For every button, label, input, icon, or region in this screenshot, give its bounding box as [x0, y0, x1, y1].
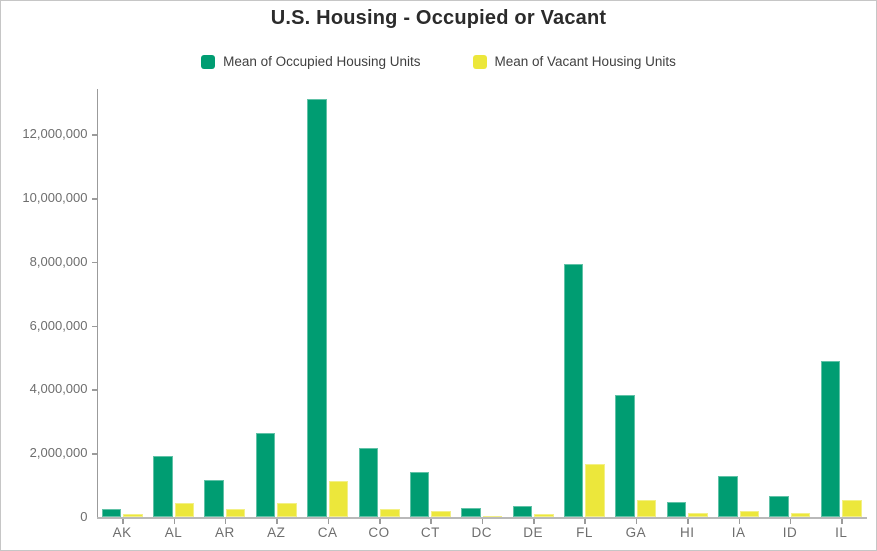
x-axis-label-dc: DC: [471, 525, 492, 540]
legend-swatch-vacant-icon: [472, 54, 487, 69]
bar-occupied-ct[interactable]: [409, 472, 430, 517]
y-axis-line: [96, 89, 98, 519]
bar-occupied-de[interactable]: [512, 505, 533, 517]
bar-vacant-ar[interactable]: [225, 509, 246, 517]
x-axis-label-ar: AR: [215, 525, 235, 540]
y-axis-tick: [91, 261, 97, 264]
bar-vacant-hi[interactable]: [688, 513, 708, 517]
x-axis-label-co: CO: [368, 525, 390, 540]
bar-vacant-de[interactable]: [534, 513, 554, 517]
bar-occupied-dc[interactable]: [461, 507, 481, 517]
x-axis-tick: [533, 519, 535, 524]
bar-vacant-az[interactable]: [277, 503, 297, 517]
bar-occupied-ar[interactable]: [204, 479, 224, 517]
bar-occupied-fl[interactable]: [563, 264, 584, 517]
x-axis-label-ca: CA: [317, 525, 338, 540]
bar-occupied-al[interactable]: [153, 456, 173, 517]
bar-occupied-ca[interactable]: [307, 99, 327, 517]
x-axis-label-de: DE: [523, 525, 543, 540]
legend-label-occupied: Mean of Occupied Housing Units: [223, 54, 421, 69]
legend-item-occupied[interactable]: Mean of Occupied Housing Units: [201, 54, 421, 69]
legend-item-vacant[interactable]: Mean of Vacant Housing Units: [472, 54, 676, 69]
x-axis-label-ak: AK: [112, 525, 132, 540]
y-axis-tick-label: 0: [80, 509, 88, 524]
x-axis-tick: [327, 519, 330, 524]
bar-vacant-ak[interactable]: [123, 514, 143, 517]
bar-vacant-il[interactable]: [842, 500, 862, 517]
y-axis-tick: [91, 198, 97, 200]
x-axis-label-ga: GA: [625, 525, 647, 540]
bar-vacant-ga[interactable]: [636, 500, 657, 517]
y-axis-tick-label: 8,000,000: [29, 253, 88, 269]
bar-vacant-fl[interactable]: [585, 464, 605, 517]
x-axis-tick: [687, 519, 689, 524]
y-axis-tick: [91, 325, 97, 328]
chart-title: U.S. Housing - Occupied or Vacant: [270, 7, 607, 29]
x-axis-label-az: AZ: [267, 525, 286, 540]
bar-vacant-co[interactable]: [380, 509, 400, 517]
x-axis-label-id: ID: [782, 525, 798, 540]
x-axis-label-fl: FL: [576, 525, 593, 540]
legend-label-vacant: Mean of Vacant Housing Units: [494, 54, 676, 69]
y-axis-tick-label: 6,000,000: [29, 317, 88, 333]
y-axis-tick: [91, 134, 97, 136]
x-axis-label-il: IL: [835, 525, 848, 540]
bar-occupied-co[interactable]: [358, 448, 379, 517]
bar-occupied-id[interactable]: [769, 496, 789, 517]
x-axis-tick: [276, 519, 278, 524]
x-axis-tick: [841, 519, 843, 524]
bar-occupied-az[interactable]: [255, 432, 276, 517]
bar-occupied-il[interactable]: [820, 361, 841, 517]
bar-vacant-ca[interactable]: [328, 481, 349, 517]
y-axis-tick-label: 12,000,000: [22, 126, 88, 142]
y-axis-tick-label: 10,000,000: [22, 190, 88, 206]
x-axis-label-al: AL: [164, 525, 183, 540]
x-axis-tick: [122, 519, 124, 524]
x-axis-tick: [430, 519, 432, 524]
x-axis-tick: [584, 519, 586, 524]
x-axis-line: [96, 517, 867, 519]
x-axis-tick: [173, 519, 176, 524]
bar-occupied-ga[interactable]: [615, 394, 635, 517]
bar-vacant-dc[interactable]: [482, 515, 503, 517]
x-axis-tick: [738, 519, 741, 524]
x-axis-tick: [635, 519, 638, 524]
legend: Mean of Occupied Housing Units Mean of V…: [1, 54, 876, 69]
x-axis-label-ia: IA: [731, 525, 746, 540]
y-axis-tick: [91, 389, 97, 391]
x-axis-tick: [481, 519, 484, 524]
y-axis-tick-label: 4,000,000: [29, 381, 88, 397]
x-axis-tick: [379, 519, 381, 524]
legend-swatch-occupied-icon: [201, 54, 216, 69]
bar-vacant-al[interactable]: [174, 503, 195, 517]
x-axis-label-ct: CT: [420, 525, 440, 540]
bar-vacant-ct[interactable]: [431, 511, 451, 517]
x-axis-tick: [789, 519, 792, 524]
bar-occupied-ia[interactable]: [718, 476, 738, 517]
bar-vacant-id[interactable]: [790, 513, 811, 517]
x-axis-label-hi: HI: [679, 525, 695, 540]
bar-occupied-ak[interactable]: [101, 508, 122, 517]
bar-occupied-hi[interactable]: [666, 502, 687, 517]
x-axis-tick: [224, 519, 227, 524]
y-axis-tick: [91, 453, 97, 455]
y-axis-tick-label: 2,000,000: [29, 445, 88, 461]
bar-vacant-ia[interactable]: [739, 511, 760, 517]
